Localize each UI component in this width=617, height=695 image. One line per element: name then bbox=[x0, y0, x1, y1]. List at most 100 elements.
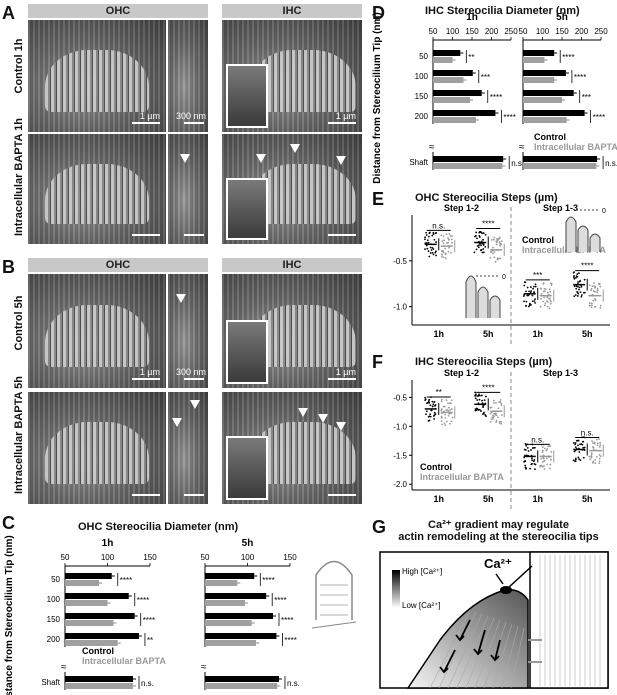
data-point bbox=[425, 410, 428, 413]
arrowhead-icon bbox=[455, 634, 465, 642]
data-point bbox=[440, 234, 443, 237]
data-point bbox=[574, 294, 577, 296]
data-point bbox=[484, 245, 487, 248]
legend-control: Control bbox=[82, 646, 114, 656]
data-point bbox=[593, 297, 596, 300]
tick-label: -2.0 bbox=[393, 480, 407, 489]
group-label: 1h bbox=[102, 538, 114, 549]
bar-bapta bbox=[65, 620, 114, 626]
significance-label: ** bbox=[468, 53, 474, 62]
group-label: 1h bbox=[466, 12, 478, 23]
significance-label: **** bbox=[482, 383, 494, 392]
inset-image bbox=[226, 436, 268, 500]
data-point bbox=[478, 398, 481, 401]
data-point bbox=[476, 245, 479, 247]
data-point bbox=[500, 421, 502, 423]
significance-label: ** bbox=[436, 388, 442, 397]
data-point bbox=[440, 408, 443, 410]
data-point bbox=[599, 441, 602, 444]
data-point bbox=[493, 236, 496, 239]
data-point bbox=[540, 297, 542, 300]
data-point bbox=[424, 398, 427, 401]
data-point bbox=[500, 240, 503, 243]
data-point bbox=[432, 233, 435, 235]
data-point bbox=[444, 417, 447, 419]
data-point bbox=[575, 287, 578, 290]
arrowhead-icon bbox=[318, 414, 328, 423]
data-point bbox=[589, 304, 591, 307]
data-point bbox=[594, 305, 597, 308]
data-point bbox=[476, 399, 479, 401]
category-label: 50 bbox=[51, 575, 60, 584]
data-point bbox=[495, 401, 497, 404]
panel-c-title: OHC Stereocilia Diameter (nm) bbox=[78, 521, 239, 533]
data-point bbox=[541, 465, 544, 468]
high-ca-label: High [Ca²⁺] bbox=[402, 567, 442, 576]
data-point bbox=[429, 413, 432, 416]
actin-filament bbox=[456, 615, 489, 689]
panel-letter-a: A bbox=[2, 3, 15, 23]
significance-label: **** bbox=[143, 616, 155, 625]
data-point bbox=[540, 457, 543, 460]
x-tick-label: 1h bbox=[532, 494, 543, 504]
data-point bbox=[446, 242, 448, 244]
data-point bbox=[441, 253, 443, 256]
data-point bbox=[495, 414, 498, 417]
data-point bbox=[580, 443, 583, 445]
data-point bbox=[588, 284, 591, 287]
scale-bar-label: 1 µm bbox=[335, 367, 356, 377]
data-point bbox=[424, 238, 426, 241]
data-point bbox=[490, 418, 493, 421]
sem-image-ihc-bapta-5h bbox=[222, 392, 362, 504]
data-point bbox=[497, 416, 499, 419]
data-point bbox=[533, 463, 536, 465]
data-point bbox=[485, 395, 487, 398]
data-point bbox=[441, 256, 443, 258]
arrowhead-icon bbox=[336, 422, 346, 431]
data-point bbox=[435, 231, 438, 234]
data-point bbox=[427, 241, 430, 244]
data-point bbox=[432, 253, 435, 256]
tick-label: -0.5 bbox=[393, 393, 407, 402]
data-point bbox=[493, 415, 495, 418]
data-point bbox=[440, 417, 443, 419]
data-point bbox=[498, 236, 501, 239]
legend-control: Control bbox=[420, 462, 452, 472]
data-point bbox=[481, 399, 483, 402]
panel-letter-b: B bbox=[2, 257, 15, 277]
data-point bbox=[574, 442, 577, 444]
data-point bbox=[448, 412, 451, 415]
data-point bbox=[549, 458, 552, 461]
sem-image-ihc-control-1h: 1 µm bbox=[222, 20, 362, 132]
actin-filament bbox=[483, 621, 507, 689]
significance-label: n.s. bbox=[141, 679, 154, 688]
data-point bbox=[478, 234, 481, 237]
inset-image bbox=[226, 320, 268, 384]
data-point bbox=[433, 238, 436, 241]
data-point bbox=[495, 243, 498, 246]
data-point bbox=[582, 446, 585, 449]
sem-image-ohc-control-5h-zoom: 300 nm bbox=[168, 274, 208, 388]
significance-label: **** bbox=[281, 616, 293, 625]
data-point bbox=[525, 300, 528, 303]
data-point bbox=[579, 291, 582, 294]
data-point bbox=[482, 238, 485, 241]
data-point bbox=[429, 415, 432, 418]
data-point bbox=[599, 455, 602, 458]
data-point bbox=[543, 304, 546, 307]
section-label: Step 1-3 bbox=[543, 368, 578, 378]
data-point bbox=[496, 238, 498, 240]
data-point bbox=[599, 306, 602, 309]
data-point bbox=[426, 239, 429, 242]
tick-label: 150 bbox=[283, 553, 297, 562]
data-point bbox=[434, 413, 437, 415]
axis-break-icon: ≈ bbox=[519, 142, 525, 153]
x-tick-label: 1h bbox=[532, 329, 543, 339]
data-point bbox=[443, 239, 445, 242]
data-point bbox=[500, 422, 503, 425]
tick-label: 100 bbox=[241, 553, 255, 562]
bar-bapta bbox=[205, 620, 252, 626]
data-point bbox=[531, 294, 534, 297]
arrowhead-icon bbox=[336, 156, 346, 165]
data-point bbox=[578, 458, 581, 461]
